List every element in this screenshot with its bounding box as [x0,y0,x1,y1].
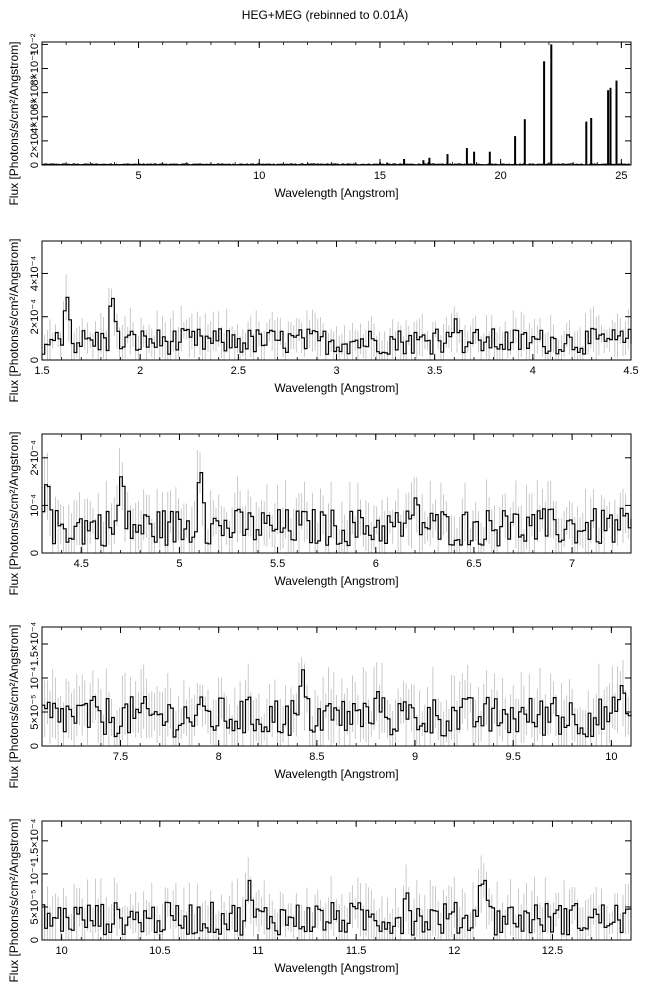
x-tick-label: 8 [216,751,222,763]
emission-line-12 [550,44,553,165]
x-tick-label: 12.5 [542,945,563,957]
emission-line-16 [609,87,612,165]
x-axis-label: Wavelength [Angstrom] [274,381,398,395]
x-tick-label: 4.5 [623,365,638,377]
x-tick-label: 3.5 [427,365,442,377]
x-tick-label: 7.5 [113,751,128,763]
x-tick-label: 6.5 [466,558,481,570]
y-tick-label: 2×10⁻⁴ [29,440,41,476]
y-tick-label: 0 [29,550,41,556]
y-tick-label: 5×10⁻⁵ [29,889,41,924]
emission-line-5 [446,154,449,165]
x-axis-label: Wavelength [Angstrom] [274,767,398,781]
spectrum-line [42,472,632,547]
x-tick-label: 10.5 [149,945,170,957]
y-tick-label: 4×10⁻⁴ [29,256,41,292]
spectrum-line [42,296,632,355]
x-tick-label: 10 [605,751,617,763]
emission-line-8 [488,151,491,165]
spectrum-line [42,879,632,936]
y-tick-label: 6×10⁻³ [29,75,41,110]
x-tick-label: 8.5 [309,751,324,763]
emission-line-9 [514,136,517,165]
y-tick-label: 1.5×10⁻⁴ [29,621,41,666]
y-tick-label: 10⁻⁴ [29,862,41,885]
emission-line-14 [590,118,593,165]
y-tick-label: 1.5×10⁻⁴ [29,818,41,863]
emission-line-7 [473,151,476,165]
x-tick-label: 15 [374,170,386,182]
emission-line-11 [543,61,546,165]
x-tick-label: 4 [530,365,536,377]
x-tick-label: 4.5 [74,558,89,570]
x-axis-label: Wavelength [Angstrom] [274,186,398,200]
y-tick-label: 10⁻⁴ [29,494,41,517]
x-tick-label: 10 [56,945,68,957]
x-tick-label: 6 [373,558,379,570]
y-tick-label: 10⁻⁴ [29,666,41,689]
y-tick-label: 0 [29,357,41,363]
x-tick-label: 1.5 [34,365,49,377]
x-tick-label: 9 [412,751,418,763]
x-axis-label: Wavelength [Angstrom] [274,574,398,588]
emission-line-1 [386,162,389,165]
y-tick-label: 0 [29,743,41,749]
x-tick-label: 25 [615,170,627,182]
emission-line-10 [523,119,526,165]
x-tick-label: 2.5 [231,365,246,377]
x-tick-label: 7 [569,558,575,570]
y-tick-label: 10⁻² [29,33,41,55]
x-tick-label: 9.5 [506,751,521,763]
emission-line-4 [428,157,431,165]
x-tick-label: 20 [495,170,507,182]
y-axis-label: Flux [Photons/s/cm²/Angstrom] [7,818,21,982]
emission-line-17 [615,80,618,165]
x-tick-label: 10 [253,170,265,182]
y-axis-label: Flux [Photons/s/cm²/Angstrom] [7,238,21,402]
x-tick-label: 11.5 [346,945,367,957]
plot-frame [41,41,632,166]
y-axis-label: Flux [Photons/s/cm²/Angstrom] [7,431,21,595]
chart-title: HEG+MEG (rebinned to 0.01Å) [241,8,409,22]
x-tick-label: 12 [448,945,460,957]
emission-line-13 [585,121,588,165]
y-tick-label: 0 [29,937,41,943]
y-axis-label: Flux [Photons/s/cm²/Angstrom] [7,41,21,205]
y-tick-label: 8×10⁻³ [29,51,41,86]
spectrum-line [42,669,632,738]
y-tick-label: 2×10⁻⁴ [29,299,41,335]
y-tick-label: 4×10⁻³ [29,99,41,134]
x-tick-label: 5.5 [270,558,285,570]
x-axis-label: Wavelength [Angstrom] [274,961,398,975]
continuum-line [41,163,631,166]
x-tick-label: 2 [137,365,143,377]
emission-line-6 [465,148,468,165]
x-tick-label: 3 [333,365,339,377]
emission-line-15 [607,90,610,165]
y-tick-label: 2×10⁻³ [29,123,41,158]
x-tick-label: 5 [176,558,182,570]
y-axis-label: Flux [Photons/s/cm²/Angstrom] [7,624,21,788]
y-tick-label: 0 [29,162,41,168]
y-tick-label: 5×10⁻⁵ [29,694,41,729]
x-tick-label: 5 [135,170,141,182]
x-tick-label: 11 [252,945,263,957]
emission-line-3 [422,160,425,165]
